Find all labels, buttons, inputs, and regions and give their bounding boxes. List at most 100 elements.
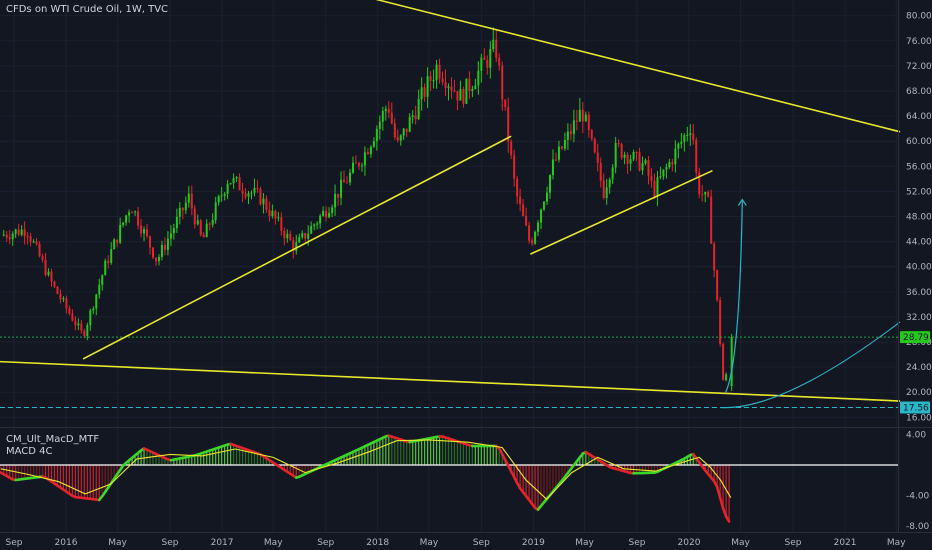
candle-body: [77, 323, 80, 326]
rebound-arrow[interactable]: [725, 199, 743, 393]
candle-body: [528, 225, 531, 241]
candle-body: [337, 193, 340, 198]
candle-body: [89, 310, 92, 325]
candle-body: [546, 192, 549, 202]
candle-body: [504, 99, 507, 108]
price-tick-label: 24.00: [906, 363, 932, 373]
trendline[interactable]: [0, 358, 901, 402]
indicator-subtitle: MACD 4C: [6, 446, 53, 457]
candle-body: [722, 343, 725, 381]
candle-body: [223, 193, 226, 196]
candle-body: [662, 169, 665, 177]
candle-body: [190, 193, 193, 209]
candle-body: [331, 207, 334, 214]
candle-body: [578, 109, 581, 122]
candle-body: [563, 139, 566, 149]
time-tick-label: May: [731, 538, 750, 548]
candle-body: [154, 257, 157, 262]
candle-body: [166, 238, 169, 250]
candle-body: [674, 148, 677, 165]
candle-body: [381, 111, 384, 122]
macd-line-segment: [718, 496, 725, 510]
candle-body: [32, 241, 35, 243]
candle-body: [259, 188, 262, 205]
candle-body: [98, 284, 101, 295]
candle-body: [492, 39, 495, 50]
projection-curve[interactable]: [720, 321, 901, 409]
candle-body: [695, 139, 698, 173]
candle-body: [584, 114, 587, 122]
candle-body: [125, 215, 128, 223]
candle-body: [483, 57, 486, 60]
price-levels: [0, 336, 898, 409]
candle-body: [465, 78, 468, 104]
candle-body: [322, 210, 325, 216]
price-tag: [900, 331, 930, 344]
trendline-drawings[interactable]: [0, 0, 901, 409]
candle-body: [95, 294, 98, 309]
time-tick-label: Sep: [785, 538, 802, 548]
candle-body: [220, 195, 223, 197]
zero-tag: [899, 458, 931, 472]
candle-body: [507, 107, 510, 142]
candle-body: [677, 143, 680, 149]
candle-body: [456, 91, 459, 101]
candle-body: [686, 135, 689, 137]
candle-body: [495, 39, 498, 58]
trendline[interactable]: [82, 135, 512, 360]
candle-body: [689, 133, 692, 136]
arrow-head[interactable]: [737, 198, 747, 206]
candle-body: [429, 76, 432, 81]
candle-body: [638, 152, 641, 171]
candle-body: [107, 260, 110, 263]
candle-body: [369, 146, 372, 155]
candle-body: [104, 260, 107, 276]
candle-body: [671, 162, 674, 165]
candle-body: [265, 198, 268, 210]
candle-body: [617, 143, 620, 145]
candle-body: [486, 59, 489, 68]
candle-body: [420, 87, 423, 100]
candle-body: [372, 141, 375, 147]
candle-body: [471, 89, 474, 91]
price-tick-label: 16.00: [906, 413, 932, 423]
candle-body: [280, 217, 283, 231]
time-axis[interactable]: Sep 2016 May Sep 2017 May Sep 2018 May Sep 2019 May…: [5, 538, 906, 548]
candle-body: [432, 80, 435, 82]
candle-body: [151, 247, 154, 258]
candle-body: [295, 242, 298, 251]
candle-body: [146, 229, 149, 237]
candle-body: [692, 133, 695, 140]
candle-body: [8, 237, 11, 240]
candle-body: [489, 49, 492, 68]
trendline[interactable]: [366, 0, 901, 133]
candle-body: [250, 192, 253, 194]
price-tick-label: 40.00: [906, 263, 932, 273]
candle-body: [656, 177, 659, 197]
macd-line-segment: [721, 507, 728, 518]
candle-body: [575, 120, 578, 122]
candle-body: [522, 204, 525, 217]
candle-body: [596, 152, 599, 163]
candle-body: [128, 212, 131, 216]
indicator-name[interactable]: CM_Ult_MacD_MTF: [6, 434, 100, 445]
candle-body: [277, 217, 280, 219]
candle-body: [122, 222, 125, 225]
price-tick-label: 76.00: [906, 37, 932, 47]
candle-body: [378, 121, 381, 129]
candle-body: [534, 231, 537, 244]
candle-body: [50, 271, 53, 282]
candle-body: [644, 160, 647, 164]
price-axis[interactable]: 16.0020.0024.0028.0032.0036.0040.0044.00…: [906, 12, 932, 424]
candle-body: [211, 219, 214, 225]
trendline[interactable]: [530, 169, 713, 255]
candle-body: [253, 187, 256, 193]
time-tick-label: 2020: [678, 538, 701, 548]
candle-body: [53, 281, 56, 287]
candle-body: [710, 196, 713, 244]
candle-body: [14, 229, 17, 234]
candle-body: [444, 82, 447, 89]
time-tick-label: Sep: [317, 538, 334, 548]
candle-body: [238, 177, 241, 191]
